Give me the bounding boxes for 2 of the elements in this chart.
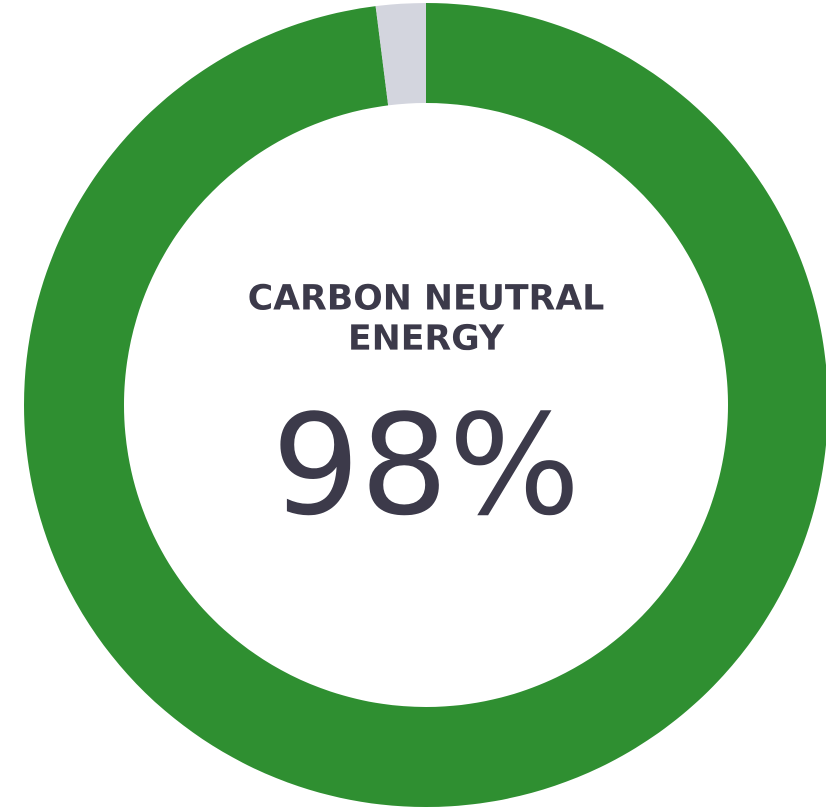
text: CARBON NEUTRAL ENERGY [249,284,604,350]
text: 98% [280,410,573,516]
